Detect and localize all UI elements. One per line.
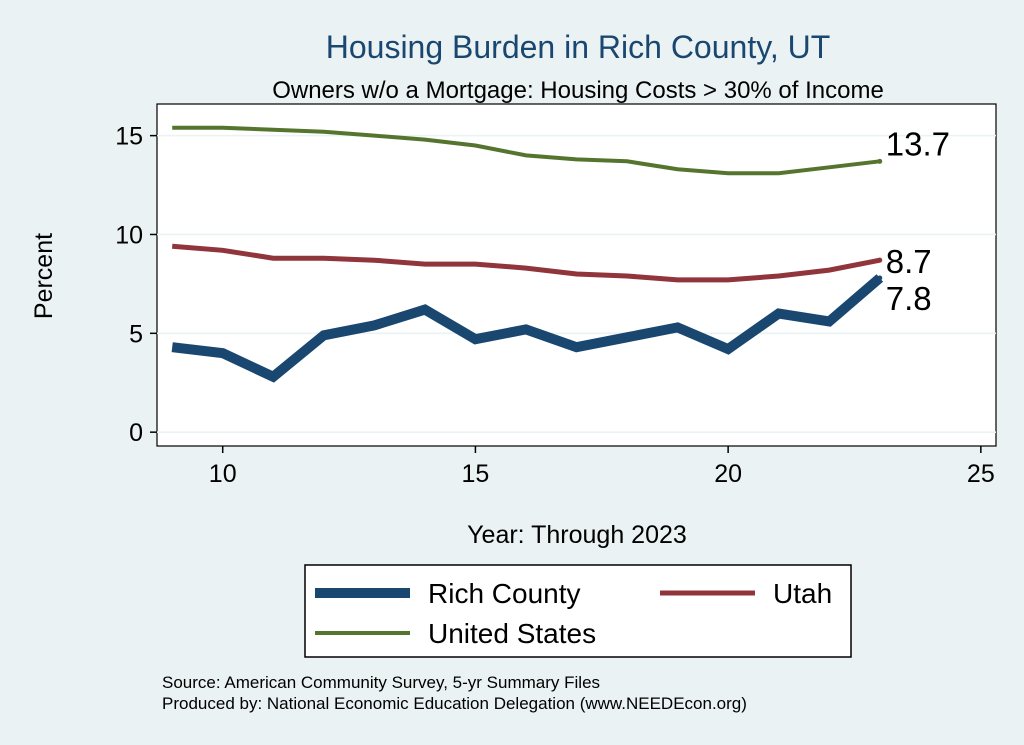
y-tick-label: 15	[115, 123, 143, 151]
y-tick-label: 5	[129, 320, 143, 348]
x-tick-label: 20	[714, 460, 742, 488]
y-tick-label: 10	[115, 221, 143, 249]
end-point-rich-county	[877, 275, 883, 281]
chart-subtitle: Owners w/o a Mortgage: Housing Costs > 3…	[272, 77, 884, 104]
y-tick-label: 0	[129, 419, 143, 447]
source-note: Source: American Community Survey, 5-yr …	[162, 673, 600, 692]
end-point-utah	[877, 257, 883, 263]
series-line-utah	[172, 243, 881, 283]
end-label-utah: 8.7	[886, 243, 932, 280]
series-line-united-states	[172, 125, 881, 176]
x-axis: 10 15 20 25	[209, 446, 995, 488]
x-axis-label: Year: Through 2023	[467, 521, 687, 549]
legend-label-utah: Utah	[773, 578, 832, 609]
x-tick-label: 25	[967, 460, 995, 488]
grid-lines	[157, 134, 996, 433]
x-tick-label: 15	[462, 460, 490, 488]
chart-title: Housing Burden in Rich County, UT	[326, 29, 831, 65]
end-label-rich-county: 7.8	[886, 280, 932, 317]
end-point-united-states	[877, 158, 883, 164]
end-labels: 7.88.7 13.7	[886, 125, 950, 317]
legend-label-rich-county: Rich County	[428, 578, 581, 609]
y-axis: 0 5 10 15	[115, 123, 157, 447]
produced-by-note: Produced by: National Economic Education…	[162, 694, 747, 713]
legend-box	[304, 564, 852, 658]
series-line-rich-county	[171, 274, 884, 383]
legend-label-united-states: United States	[428, 618, 596, 649]
y-axis-label: Percent	[30, 233, 58, 319]
x-tick-label: 10	[209, 460, 237, 488]
legend: Rich County Utah United States	[315, 578, 832, 649]
end-label-united-states: 13.7	[886, 125, 950, 162]
series-lines	[171, 125, 884, 383]
